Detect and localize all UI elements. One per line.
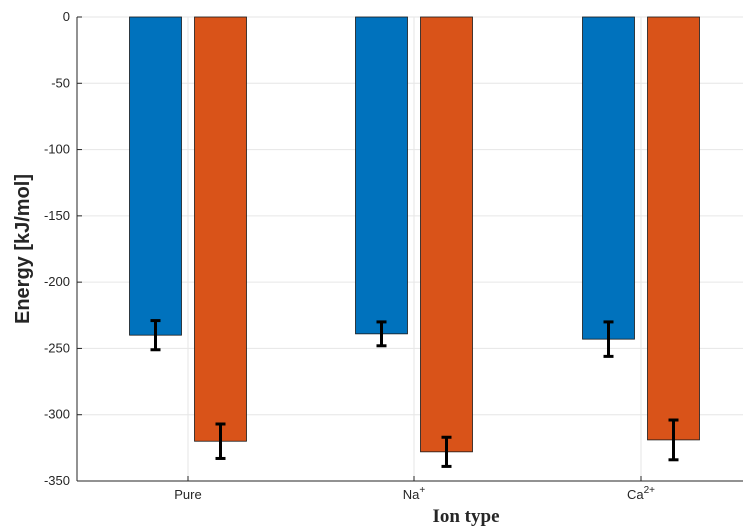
y-tick-label: -50: [51, 75, 70, 90]
y-tick-label: -250: [44, 340, 70, 355]
y-axis-label: Energy [kJ/mol]: [12, 174, 34, 324]
y-tick-label: -150: [44, 208, 70, 223]
x-tick-label: Pure: [174, 487, 201, 502]
grid-lines: [77, 16, 743, 482]
x-ticks: Pure Na+ Ca2+: [174, 476, 655, 502]
bar-series-1: [355, 16, 408, 335]
y-ticks: 0 -50 -100 -150 -200 -250 -300 -350: [44, 9, 82, 488]
bar-series-2: [647, 16, 700, 441]
bar-series-1: [582, 16, 635, 340]
y-tick-label: -300: [44, 407, 70, 422]
y-tick-label: 0: [63, 9, 70, 24]
x-tick-label-superscript: +: [419, 485, 425, 496]
x-tick-label: Na+: [403, 485, 426, 502]
bars: [129, 16, 700, 453]
error-bars: [150, 319, 679, 468]
y-tick-label: -200: [44, 274, 70, 289]
y-tick-label: -350: [44, 473, 70, 488]
x-axis-label: Ion type: [432, 506, 499, 526]
x-tick-label: Ca2+: [627, 485, 655, 502]
x-tick-label-superscript: 2+: [644, 485, 656, 496]
y-tick-label: -100: [44, 142, 70, 157]
bar-series-2: [194, 16, 247, 442]
bar-series-2: [420, 16, 473, 453]
x-tick-label-base: Ca: [627, 487, 644, 502]
x-tick-label-base: Na: [403, 487, 420, 502]
x-tick-label-base: Pure: [174, 487, 201, 502]
bar-series-1: [129, 16, 182, 336]
